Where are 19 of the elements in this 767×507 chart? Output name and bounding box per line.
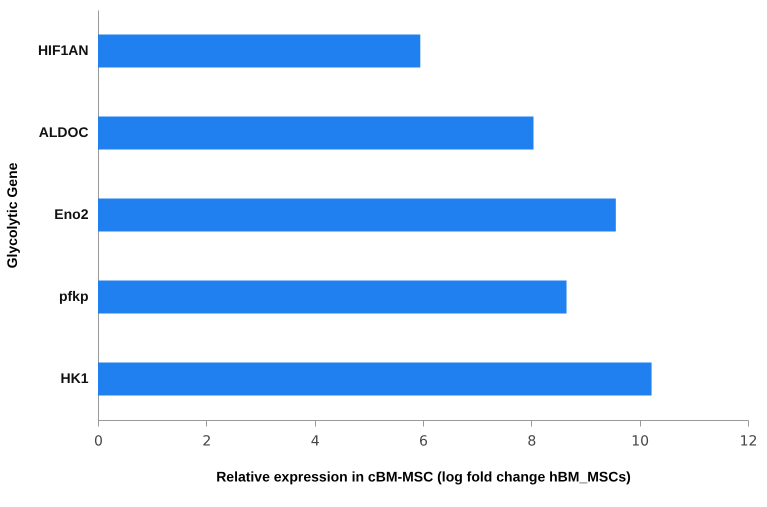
x-tick-label: 10 [631, 434, 650, 450]
y-tick-label: HIF1AN [38, 42, 88, 58]
bar [98, 198, 616, 232]
x-tick-label: 6 [419, 434, 428, 450]
x-tick-label: 2 [202, 434, 212, 450]
x-tick-label: 8 [527, 434, 536, 450]
y-tick-label: Eno2 [54, 206, 89, 222]
y-tick-label: HK1 [60, 370, 89, 386]
x-tick-label: 0 [94, 434, 103, 450]
y-tick-label: ALDOC [38, 124, 88, 140]
x-tick-label: 12 [740, 434, 758, 450]
y-tick-label: pfkp [58, 288, 88, 304]
x-tick-label: 4 [310, 434, 320, 450]
x-axis-title: Relative expression in cBM-MSC (log fold change hBM_MSCs) [216, 468, 631, 484]
bar [98, 280, 567, 314]
bar [98, 34, 420, 68]
y-axis-title: Glycolytic Gene [4, 162, 20, 268]
bar [98, 116, 534, 150]
bar [98, 362, 652, 396]
